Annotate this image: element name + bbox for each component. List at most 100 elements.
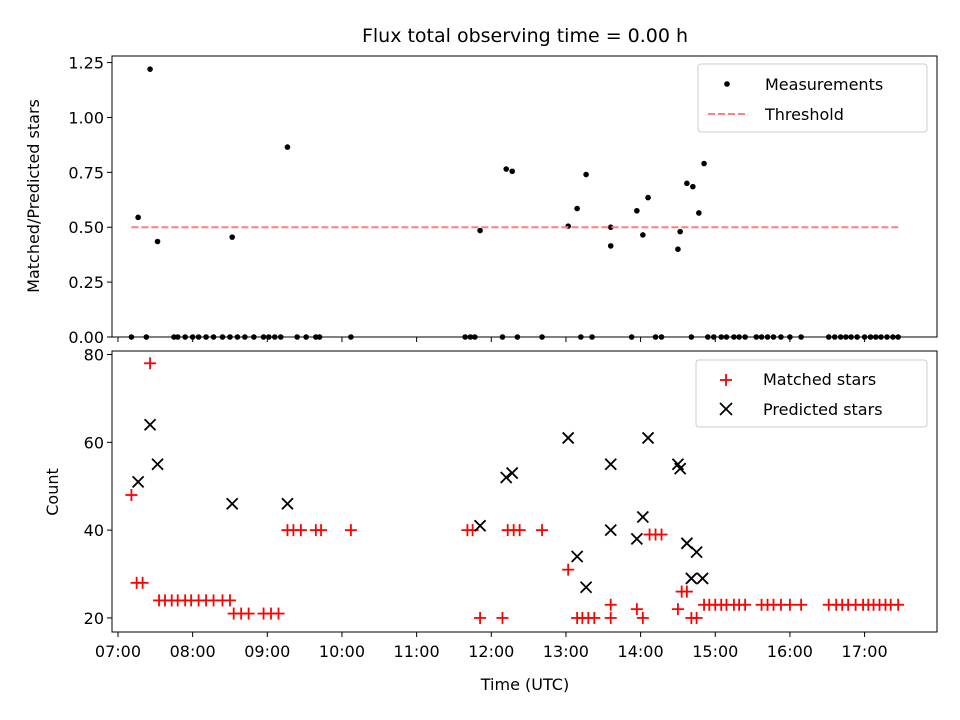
matched-star-point: [125, 489, 138, 502]
matched-star-point: [344, 524, 357, 537]
measurement-point: [652, 334, 659, 340]
measurement-point: [234, 334, 241, 340]
top-panel: 0.00 0.25 0.50 0.75 1.00 1.25 Matched/Predict…: [24, 54, 938, 347]
measurement-point: [477, 227, 483, 234]
measurement-point: [303, 334, 309, 340]
bottom-marks: [125, 357, 905, 624]
bottom-legend: Matched stars Predicted stars: [695, 359, 928, 428]
measurement-point: [277, 334, 284, 340]
measurement-point: [731, 334, 737, 340]
measurement-point: [688, 334, 695, 340]
bottom-panel: 20 40 60 80 07:00 08:00 09:00 10:00 11:00 12:00 1…: [43, 346, 938, 694]
bottom-y-ticks: 20 40 60 80: [84, 346, 112, 628]
measurement-point: [718, 334, 725, 340]
matched-star-point: [630, 603, 643, 616]
measurement-point: [503, 166, 510, 172]
measurement-point: [251, 334, 257, 340]
matched-star-point: [294, 524, 307, 537]
measurement-point: [189, 334, 196, 340]
measurement-point: [884, 334, 890, 340]
measurement-point: [837, 334, 844, 340]
measurement-point: [147, 66, 153, 72]
measurement-point: [514, 334, 521, 340]
x-tick-label: 16:00: [767, 642, 813, 661]
predicted-star-point: [604, 458, 617, 471]
matched-star-point: [655, 528, 668, 541]
measurement-point: [848, 334, 854, 340]
y-tick-label: 20: [84, 609, 104, 628]
measurement-point: [348, 334, 354, 340]
measurement-point: [854, 334, 860, 340]
measurement-point: [628, 334, 635, 340]
measurement-point: [462, 334, 468, 340]
predicted-star-point: [131, 475, 145, 488]
predicted-star-point: [696, 572, 709, 585]
matched-star-point: [795, 598, 808, 611]
measurement-point: [284, 144, 291, 150]
legend-measurements-marker: [724, 81, 730, 87]
x-tick-label: 10:00: [319, 642, 365, 661]
measurement-point: [736, 334, 742, 340]
measurement-point: [472, 334, 478, 340]
measurement-point: [499, 334, 506, 340]
measurement-point: [135, 214, 141, 221]
measurement-point: [143, 334, 150, 340]
measurement-point: [861, 334, 868, 340]
measurement-point: [778, 334, 784, 340]
measurement-point: [467, 334, 474, 340]
top-axes-frame: [111, 55, 938, 338]
matched-star-point: [671, 603, 684, 616]
measurement-point: [895, 334, 901, 340]
matched-star-point: [242, 607, 255, 620]
measurement-point: [203, 334, 209, 340]
measurement-point: [710, 334, 717, 340]
measurement-point: [154, 238, 161, 245]
matched-star-point: [680, 585, 693, 598]
legend-matched-marker: [720, 374, 732, 386]
measurement-point: [675, 246, 681, 252]
y-tick-label: 1.00: [68, 108, 104, 127]
x-tick-label: 09:00: [244, 642, 290, 661]
measurement-point: [634, 207, 640, 214]
predicted-star-point: [579, 581, 593, 594]
predicted-star-point: [143, 418, 157, 431]
predicted-star-point: [570, 550, 584, 563]
predicted-star-point: [685, 572, 698, 585]
measurement-point: [723, 334, 730, 340]
matched-star-point: [636, 611, 649, 624]
measurement-point: [316, 334, 323, 340]
measurement-point: [242, 334, 248, 340]
measurement-point: [867, 334, 874, 340]
measurement-point: [509, 168, 515, 175]
bottom-legend-box: [695, 359, 928, 428]
y-tick-label: 0.25: [68, 273, 104, 292]
measurement-point: [607, 243, 614, 249]
measurement-point: [195, 334, 202, 340]
bottom-x-ticks: 07:00 08:00 09:00 10:00 11:00 12:00 13:00 14:00…: [95, 632, 888, 661]
y-tick-label: 0.75: [68, 163, 104, 182]
matched-star-point: [136, 576, 149, 589]
matched-star-point: [562, 563, 575, 576]
legend-measurements-label: Measurements: [765, 75, 883, 94]
measurement-point: [640, 232, 646, 238]
matched-star-point: [144, 357, 157, 370]
matched-star-point: [496, 611, 509, 624]
top-marks: [128, 66, 901, 340]
predicted-star-point: [562, 431, 575, 445]
measurement-point: [758, 334, 765, 340]
y-tick-label: 1.25: [68, 54, 104, 73]
legend-predicted-marker: [719, 402, 733, 416]
measurement-point: [704, 334, 711, 340]
measurement-point: [658, 334, 665, 340]
measurement-point: [210, 334, 217, 340]
matched-star-point: [690, 611, 703, 624]
measurement-point: [174, 334, 181, 340]
legend-matched-label: Matched stars: [763, 370, 876, 389]
predicted-star-point: [680, 537, 694, 550]
measurement-point: [825, 334, 832, 340]
predicted-star-point: [604, 524, 617, 537]
measurement-point: [589, 334, 595, 340]
y-tick-label: 80: [84, 346, 104, 365]
measurement-point: [764, 334, 771, 340]
measurement-point: [787, 334, 793, 340]
